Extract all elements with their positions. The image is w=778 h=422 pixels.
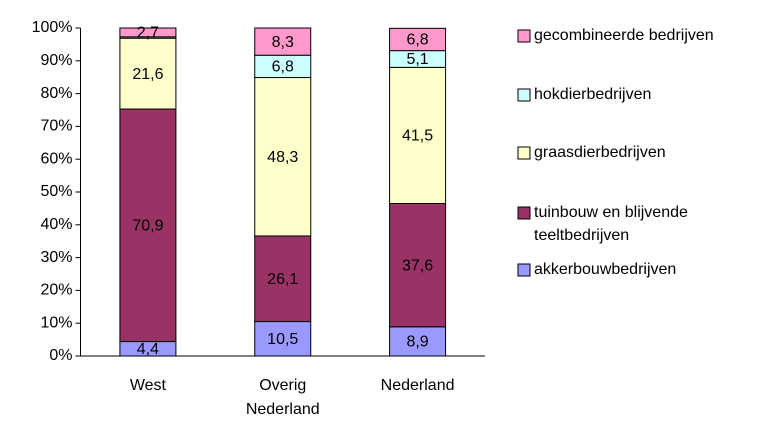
legend-label: akkerbouwbedrijven <box>534 261 676 278</box>
data-label: 6,8 <box>272 59 294 76</box>
data-label: 21,6 <box>132 66 163 83</box>
data-label: 8,9 <box>406 334 428 351</box>
legend-swatch <box>517 29 531 43</box>
data-label: 8,3 <box>272 34 294 51</box>
bar-segment <box>254 77 312 237</box>
legend-swatch <box>517 263 531 277</box>
data-label: 6,8 <box>406 32 428 49</box>
data-label: 2,7 <box>137 25 159 42</box>
data-label: 41,5 <box>402 128 433 145</box>
legend-label: tuinbouw en blijvende teeltbedrijven <box>534 204 688 244</box>
data-label: 10,5 <box>267 331 298 348</box>
data-label: 26,1 <box>267 271 298 288</box>
y-tick-label: 40% <box>40 216 72 233</box>
legend-swatch <box>517 146 531 160</box>
bar-segment <box>389 66 447 204</box>
y-tick-label: 50% <box>40 183 72 200</box>
y-tick-label: 70% <box>40 118 72 135</box>
legend-label: gecombineerde bedrijven <box>534 27 714 44</box>
y-tick-label: 20% <box>40 282 72 299</box>
bar-segment <box>389 202 447 328</box>
bar-segment <box>254 235 312 323</box>
legend-swatch <box>517 88 531 102</box>
data-label: 70,9 <box>132 218 163 235</box>
bar-segment <box>119 27 177 38</box>
y-tick-label: 30% <box>40 249 72 266</box>
data-label: 4,4 <box>137 341 159 358</box>
data-label: 48,3 <box>267 149 298 166</box>
data-label: 5,1 <box>406 51 428 68</box>
y-tick-label: 80% <box>40 85 72 102</box>
bar-segment <box>119 108 177 343</box>
x-tick-label: Nederland <box>381 377 455 394</box>
data-label: 37,6 <box>402 257 433 274</box>
y-tick-label: 10% <box>40 314 72 331</box>
legend-label: graasdierbedrijven <box>534 144 666 161</box>
bar-segment <box>119 37 177 110</box>
y-tick-label: 90% <box>40 52 72 69</box>
x-tick-label: Overig Nederland <box>246 377 320 418</box>
bar-segment <box>254 321 312 357</box>
y-tick-label: 0% <box>49 347 72 364</box>
x-tick-label: West <box>130 377 167 394</box>
legend-label: hokdierbedrijven <box>534 86 651 103</box>
bar-segment <box>254 27 312 56</box>
y-tick-label: 60% <box>40 150 72 167</box>
bar-segment <box>389 27 447 52</box>
legend-swatch <box>517 206 531 220</box>
y-tick-label: 100% <box>32 19 73 36</box>
